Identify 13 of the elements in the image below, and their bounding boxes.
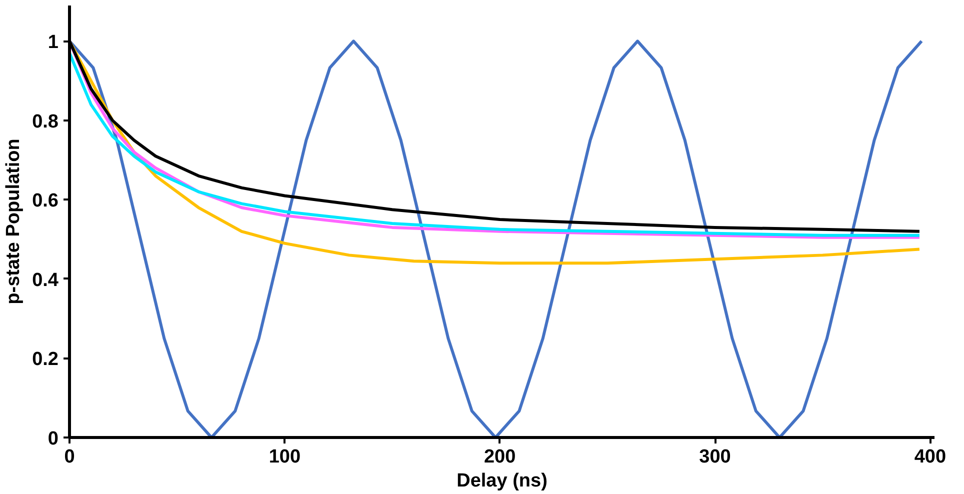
y-tick-label: 0.8 bbox=[32, 111, 59, 132]
y-tick-label: 1 bbox=[48, 32, 59, 54]
y-tick-label: 0.4 bbox=[32, 270, 59, 291]
y-tick-label: 0.2 bbox=[32, 349, 59, 370]
x-tick-label: 400 bbox=[914, 446, 946, 468]
x-tick-label: 100 bbox=[268, 446, 301, 468]
x-tick-label: 200 bbox=[484, 446, 516, 468]
x-tick-label: 300 bbox=[699, 446, 731, 468]
x-axis-title: Delay (ns) bbox=[456, 470, 548, 492]
y-tick-label: 0 bbox=[48, 428, 59, 450]
x-tick-label: 0 bbox=[64, 446, 75, 468]
y-axis-title: p-state Population bbox=[3, 138, 24, 304]
y-tick-label: 0.6 bbox=[32, 190, 59, 212]
